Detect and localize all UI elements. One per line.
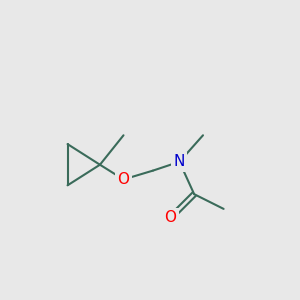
Text: O: O — [165, 210, 177, 225]
Text: N: N — [174, 154, 185, 169]
Text: O: O — [118, 172, 130, 187]
